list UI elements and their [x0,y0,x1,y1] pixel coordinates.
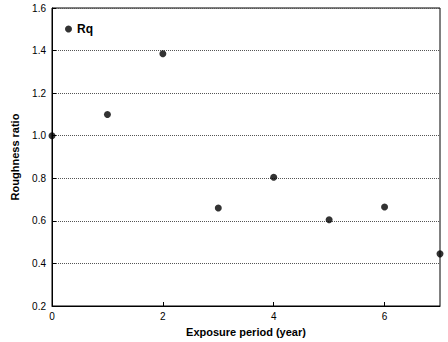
svg-text:1.0: 1.0 [32,130,46,141]
svg-text:4: 4 [271,311,277,322]
svg-text:0.4: 0.4 [32,258,46,269]
svg-text:Exposure period (year): Exposure period (year) [186,326,306,338]
svg-text:6: 6 [382,311,388,322]
svg-text:1.6: 1.6 [32,3,46,14]
svg-text:0.8: 0.8 [32,173,46,184]
svg-text:Rq: Rq [77,22,93,36]
svg-text:0.2: 0.2 [32,301,46,312]
svg-text:2: 2 [160,311,166,322]
svg-text:0: 0 [49,311,55,322]
svg-text:1.4: 1.4 [32,45,46,56]
svg-text:1.2: 1.2 [32,88,46,99]
svg-text:0.6: 0.6 [32,215,46,226]
svg-text:Roughness ratio: Roughness ratio [9,113,21,200]
